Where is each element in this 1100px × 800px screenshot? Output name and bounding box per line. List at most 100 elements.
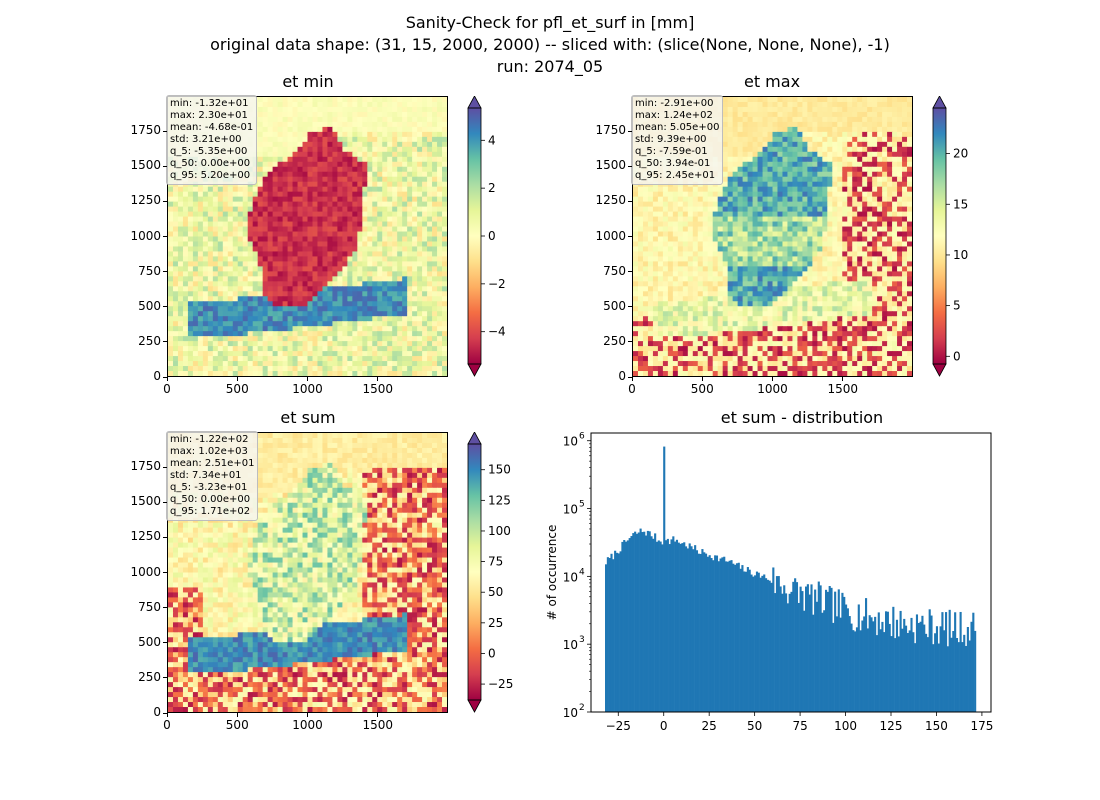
map-cell bbox=[412, 116, 418, 123]
map-cell bbox=[772, 97, 779, 103]
map-cell bbox=[247, 316, 254, 322]
map-cell bbox=[772, 151, 779, 158]
map-cell bbox=[787, 176, 794, 183]
map-cell bbox=[882, 246, 888, 253]
map-cell bbox=[897, 161, 903, 168]
map-cell bbox=[292, 221, 299, 228]
map-cell bbox=[897, 121, 903, 128]
map-cell bbox=[857, 216, 863, 223]
map-cell bbox=[367, 131, 373, 138]
map-cell bbox=[197, 301, 204, 307]
map-cell bbox=[812, 171, 818, 178]
map-cell bbox=[642, 231, 649, 238]
map-cell bbox=[282, 371, 289, 376]
map-cell bbox=[392, 211, 398, 218]
map-cell bbox=[442, 111, 447, 118]
map-cell bbox=[907, 236, 912, 243]
map-cell bbox=[217, 326, 224, 332]
map-cell bbox=[722, 226, 729, 233]
map-cell bbox=[697, 226, 704, 233]
map-cell bbox=[442, 331, 447, 337]
map-cell bbox=[362, 321, 368, 327]
map-cell bbox=[302, 231, 309, 238]
map-cell bbox=[227, 331, 234, 337]
map-cell bbox=[767, 211, 774, 218]
map-cell bbox=[742, 126, 749, 133]
map-cell bbox=[227, 286, 234, 292]
map-cell bbox=[322, 241, 329, 248]
map-cell bbox=[697, 231, 704, 238]
map-cell bbox=[347, 126, 353, 133]
map-cell bbox=[702, 196, 709, 203]
map-cell bbox=[267, 321, 274, 327]
map-cell bbox=[262, 286, 269, 292]
map-cell bbox=[667, 206, 674, 213]
map-cell bbox=[747, 206, 754, 213]
map-cell bbox=[307, 286, 314, 292]
map-cell bbox=[722, 126, 729, 133]
map-cell bbox=[257, 346, 264, 352]
map-cell bbox=[737, 236, 744, 243]
map-cell bbox=[867, 171, 873, 178]
map-cell bbox=[437, 261, 443, 267]
map-cell bbox=[327, 156, 334, 163]
map-cell bbox=[287, 281, 294, 287]
map-cell bbox=[792, 236, 799, 243]
map-cell bbox=[282, 221, 289, 228]
map-cell bbox=[842, 116, 848, 123]
map-cell bbox=[317, 201, 324, 208]
map-cell bbox=[427, 311, 433, 317]
map-cell bbox=[337, 271, 343, 277]
map-cell bbox=[637, 236, 644, 243]
map-cell bbox=[392, 311, 398, 317]
map-cell bbox=[327, 351, 334, 357]
map-cell bbox=[792, 136, 799, 143]
map-cell bbox=[342, 316, 348, 322]
map-cell bbox=[392, 321, 398, 327]
map-cell bbox=[337, 321, 343, 327]
map-cell bbox=[272, 346, 279, 352]
map-cell bbox=[347, 171, 353, 178]
stat-line: min: -1.32e+01 bbox=[170, 98, 249, 109]
map-cell bbox=[792, 216, 799, 223]
map-cell bbox=[357, 271, 363, 277]
map-cell bbox=[822, 106, 828, 113]
map-cell bbox=[737, 201, 744, 208]
map-cell bbox=[872, 151, 878, 158]
map-cell bbox=[822, 161, 828, 168]
map-cell bbox=[777, 121, 784, 128]
map-cell bbox=[422, 176, 428, 183]
map-cell bbox=[317, 146, 324, 153]
map-cell bbox=[237, 286, 244, 292]
map-cell bbox=[862, 236, 868, 243]
map-cell bbox=[182, 206, 189, 213]
map-cell bbox=[692, 231, 699, 238]
map-cell bbox=[777, 171, 784, 178]
map-cell bbox=[297, 346, 304, 352]
map-cell bbox=[842, 176, 848, 183]
map-cell bbox=[197, 351, 204, 357]
map-cell bbox=[722, 146, 729, 153]
map-cell bbox=[242, 251, 249, 258]
map-cell bbox=[182, 321, 189, 327]
map-cell bbox=[177, 336, 184, 342]
map-cell bbox=[267, 301, 274, 307]
map-cell bbox=[282, 156, 289, 163]
map-cell bbox=[342, 151, 348, 158]
map-cell bbox=[757, 206, 764, 213]
map-cell bbox=[222, 216, 229, 223]
map-cell bbox=[272, 251, 279, 258]
map-cell bbox=[202, 236, 209, 243]
map-cell bbox=[232, 296, 239, 302]
map-cell bbox=[892, 151, 898, 158]
map-cell bbox=[792, 251, 799, 258]
map-cell bbox=[327, 371, 334, 376]
map-cell bbox=[737, 97, 744, 103]
map-cell bbox=[312, 161, 319, 168]
map-cell bbox=[762, 181, 769, 188]
map-cell bbox=[297, 126, 304, 133]
map-cell bbox=[387, 331, 393, 337]
map-cell bbox=[327, 196, 334, 203]
map-cell bbox=[292, 351, 299, 357]
map-cell bbox=[297, 301, 304, 307]
